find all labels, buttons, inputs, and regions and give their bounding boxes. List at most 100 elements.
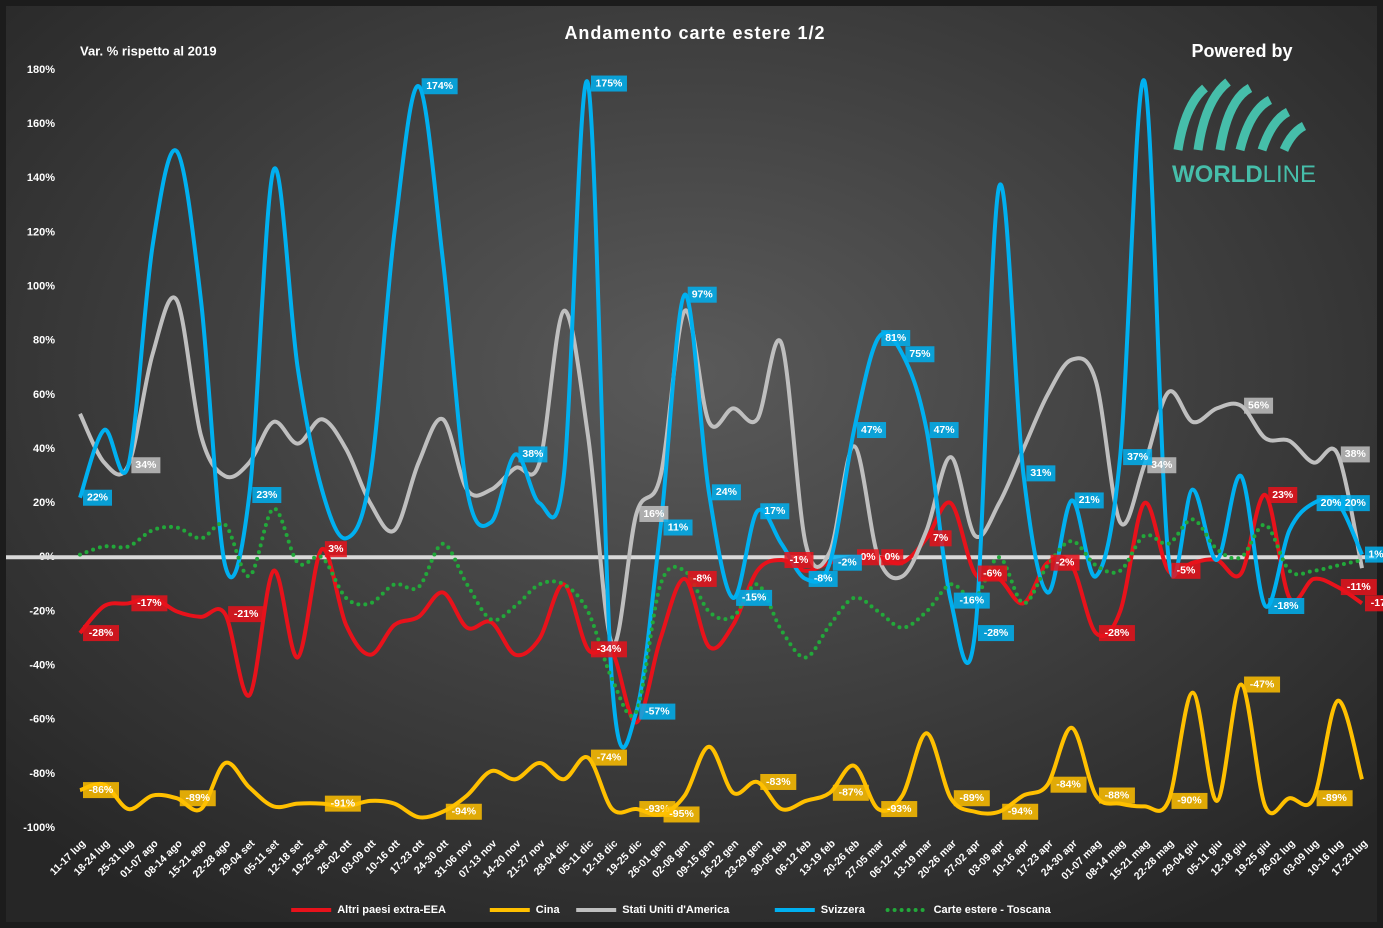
value-label: 17%	[760, 503, 790, 520]
legend-item: Carte estere - Toscana	[885, 904, 1052, 916]
value-label: -74%	[590, 749, 627, 766]
value-label: -89%	[953, 790, 990, 807]
value-label-bg	[131, 457, 161, 474]
legend-label: Svizzera	[821, 904, 866, 916]
value-label: 22%	[83, 489, 112, 506]
logo-stroke	[1257, 107, 1291, 152]
legend-label: Cina	[536, 904, 561, 916]
value-label-bg	[1074, 492, 1104, 509]
value-label: 7%	[929, 530, 952, 547]
series-line	[78, 493, 1364, 725]
value-label-bg	[324, 795, 361, 812]
value-label-bg	[445, 803, 482, 820]
value-label: -28%	[977, 625, 1014, 642]
value-label: 47%	[929, 422, 959, 439]
value-label-text: 0%	[885, 551, 901, 563]
value-label-text: -28%	[984, 627, 1009, 639]
value-label-text: 23%	[1272, 489, 1294, 501]
value-label: 38%	[518, 446, 548, 463]
value-label-bg	[590, 749, 627, 766]
value-label: 3%	[324, 541, 347, 558]
value-label-text: -95%	[669, 808, 694, 820]
value-label-text: 174%	[426, 80, 454, 92]
y-tick-label: -80%	[29, 768, 55, 780]
value-label: -86%	[83, 782, 119, 799]
value-label: 23%	[1268, 487, 1298, 504]
value-label-bg	[905, 346, 935, 363]
value-label-text: -83%	[766, 776, 791, 788]
value-label-bg	[590, 75, 627, 92]
value-label-bg	[83, 782, 119, 799]
value-label-bg	[1316, 790, 1353, 807]
y-tick-label: 60%	[33, 389, 55, 401]
value-label-bg	[808, 570, 838, 587]
value-label-text: 47%	[934, 424, 956, 436]
value-label-text: 20%	[1345, 497, 1367, 509]
value-label-text: 21%	[1079, 494, 1101, 506]
value-label-bg	[881, 549, 904, 566]
value-label-text: 0%	[860, 551, 876, 563]
value-label-bg	[590, 641, 627, 658]
value-label: 97%	[687, 286, 717, 303]
brand-logo: Powered by WORLDLINE	[1172, 41, 1316, 189]
value-label-bg	[1340, 495, 1370, 512]
value-label-bg	[1340, 579, 1377, 596]
value-label-text: -28%	[1105, 627, 1130, 639]
value-label-bg	[1316, 495, 1346, 512]
value-label-text: 34%	[135, 459, 157, 471]
y-tick-label: 140%	[27, 172, 55, 184]
legend-label: Carte estere - Toscana	[934, 904, 1052, 916]
legend-item: Stati Uniti d'America	[576, 904, 730, 916]
y-tick-label: -20%	[29, 605, 55, 617]
series-line	[78, 295, 1364, 647]
value-label-text: -18%	[1274, 600, 1299, 612]
y-tick-label: 180%	[27, 64, 55, 76]
value-label: -88%	[1098, 787, 1135, 804]
value-label-text: 23%	[256, 489, 278, 501]
value-label-text: -16%	[960, 594, 985, 606]
value-label: -93%	[881, 801, 918, 818]
brand-mark	[1173, 78, 1307, 152]
legend-item: Svizzera	[774, 904, 866, 916]
y-tick-label: 120%	[27, 226, 55, 238]
value-label-bg	[711, 484, 741, 501]
value-label: -28%	[83, 625, 119, 642]
value-label-bg	[639, 703, 676, 720]
brand-name: WORLDLINE	[1172, 161, 1316, 188]
y-tick-label: -40%	[29, 659, 55, 671]
value-label-text: 97%	[692, 288, 714, 300]
value-label-bg	[857, 549, 880, 566]
value-label: -90%	[1171, 792, 1208, 809]
value-label-bg	[953, 790, 990, 807]
value-label: 81%	[881, 330, 911, 347]
value-label: -34%	[590, 641, 627, 658]
legend-item: Altri paesi extra-EEA	[291, 904, 446, 916]
value-label-bg	[929, 422, 959, 439]
value-label: -94%	[1002, 803, 1039, 820]
value-label-text: -34%	[597, 643, 622, 655]
y-tick-label: -100%	[23, 822, 55, 834]
value-label-bg	[881, 801, 918, 818]
y-tick-label: 40%	[33, 443, 55, 455]
logo-stroke	[1279, 121, 1307, 152]
value-label-text: -5%	[1177, 565, 1196, 577]
value-label-bg	[1098, 625, 1135, 642]
value-label-bg	[1026, 465, 1056, 482]
value-label-text: -86%	[89, 784, 114, 796]
value-label-text: -93%	[887, 803, 912, 815]
value-label: 21%	[1074, 492, 1104, 509]
legend-label: Altri paesi extra-EEA	[337, 904, 446, 916]
value-label-text: -2%	[1056, 556, 1075, 568]
value-label-bg	[663, 519, 693, 536]
value-label-text: 38%	[1345, 448, 1367, 460]
value-label-text: -91%	[331, 797, 356, 809]
value-label-bg	[1268, 598, 1305, 615]
value-label: -89%	[179, 790, 216, 807]
value-label: -28%	[1098, 625, 1135, 642]
value-label-bg	[1365, 546, 1383, 563]
value-label-bg	[1365, 595, 1383, 612]
logo-stroke	[1173, 84, 1209, 151]
value-label-bg	[131, 595, 168, 612]
